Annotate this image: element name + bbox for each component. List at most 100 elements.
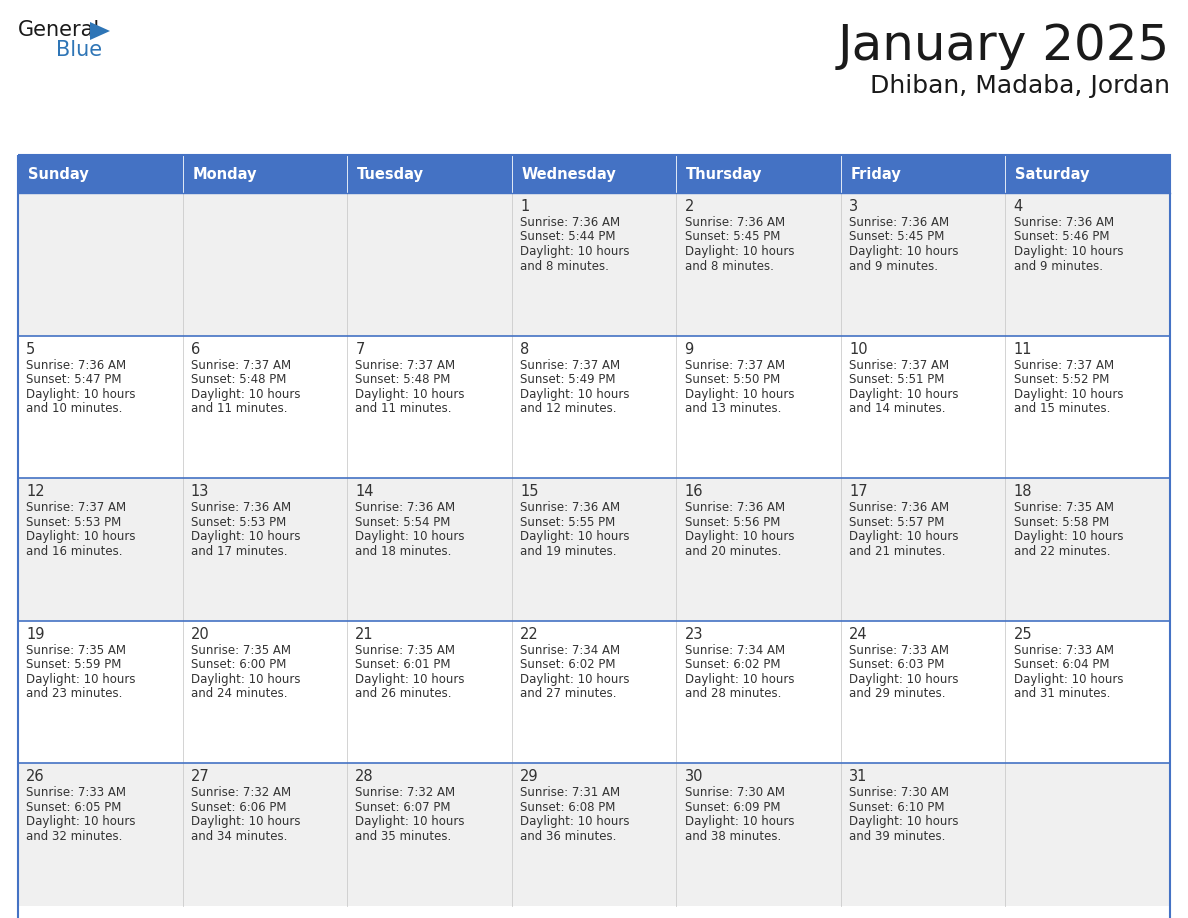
Bar <box>841 193 1005 336</box>
Text: Daylight: 10 hours: Daylight: 10 hours <box>520 673 630 686</box>
Text: and 27 minutes.: and 27 minutes. <box>520 688 617 700</box>
Text: Daylight: 10 hours: Daylight: 10 hours <box>684 673 794 686</box>
Bar <box>347 155 512 193</box>
Text: and 34 minutes.: and 34 minutes. <box>191 830 287 843</box>
Text: and 14 minutes.: and 14 minutes. <box>849 402 946 415</box>
Bar <box>676 621 841 764</box>
Text: Sunset: 5:46 PM: Sunset: 5:46 PM <box>1013 230 1110 243</box>
Text: Sunset: 6:08 PM: Sunset: 6:08 PM <box>520 800 615 814</box>
Text: Daylight: 10 hours: Daylight: 10 hours <box>26 531 135 543</box>
Text: 8: 8 <box>520 341 529 356</box>
Text: Sunrise: 7:35 AM: Sunrise: 7:35 AM <box>191 644 291 656</box>
Text: Sunset: 6:05 PM: Sunset: 6:05 PM <box>26 800 121 814</box>
Text: 25: 25 <box>1013 627 1032 642</box>
Text: Sunrise: 7:32 AM: Sunrise: 7:32 AM <box>191 787 291 800</box>
Text: Daylight: 10 hours: Daylight: 10 hours <box>684 815 794 828</box>
Text: Daylight: 10 hours: Daylight: 10 hours <box>26 387 135 400</box>
Text: Daylight: 10 hours: Daylight: 10 hours <box>520 245 630 258</box>
Text: and 36 minutes.: and 36 minutes. <box>520 830 617 843</box>
Text: Sunset: 6:01 PM: Sunset: 6:01 PM <box>355 658 451 671</box>
Text: and 17 minutes.: and 17 minutes. <box>191 544 287 558</box>
Text: Sunrise: 7:36 AM: Sunrise: 7:36 AM <box>1013 216 1114 229</box>
Text: Sunrise: 7:36 AM: Sunrise: 7:36 AM <box>684 216 784 229</box>
Text: and 8 minutes.: and 8 minutes. <box>684 260 773 273</box>
Bar <box>1005 155 1170 193</box>
Bar <box>183 764 347 906</box>
Bar <box>1005 478 1170 621</box>
Text: 3: 3 <box>849 199 858 214</box>
Text: Daylight: 10 hours: Daylight: 10 hours <box>849 531 959 543</box>
Text: and 22 minutes.: and 22 minutes. <box>1013 544 1110 558</box>
Text: Daylight: 10 hours: Daylight: 10 hours <box>520 815 630 828</box>
Text: 31: 31 <box>849 769 867 784</box>
Bar <box>183 478 347 621</box>
Text: Sunrise: 7:37 AM: Sunrise: 7:37 AM <box>191 359 291 372</box>
Text: 19: 19 <box>26 627 45 642</box>
Text: 29: 29 <box>520 769 538 784</box>
Text: 2: 2 <box>684 199 694 214</box>
Bar <box>18 478 183 621</box>
Text: 27: 27 <box>191 769 209 784</box>
Text: Daylight: 10 hours: Daylight: 10 hours <box>849 815 959 828</box>
Text: Daylight: 10 hours: Daylight: 10 hours <box>355 815 465 828</box>
Text: Daylight: 10 hours: Daylight: 10 hours <box>26 673 135 686</box>
Text: and 26 minutes.: and 26 minutes. <box>355 688 451 700</box>
Text: and 10 minutes.: and 10 minutes. <box>26 402 122 415</box>
Bar <box>512 155 676 193</box>
Bar <box>676 336 841 478</box>
Text: 6: 6 <box>191 341 200 356</box>
Text: Friday: Friday <box>851 166 902 182</box>
Bar <box>183 193 347 336</box>
Bar <box>183 155 347 193</box>
Text: 4: 4 <box>1013 199 1023 214</box>
Bar <box>18 621 183 764</box>
Text: Daylight: 10 hours: Daylight: 10 hours <box>1013 673 1123 686</box>
Text: Daylight: 10 hours: Daylight: 10 hours <box>849 245 959 258</box>
Text: Tuesday: Tuesday <box>358 166 424 182</box>
Bar <box>841 336 1005 478</box>
Bar <box>841 764 1005 906</box>
Text: Sunrise: 7:35 AM: Sunrise: 7:35 AM <box>26 644 126 656</box>
Text: Sunset: 5:45 PM: Sunset: 5:45 PM <box>684 230 779 243</box>
Text: 12: 12 <box>26 484 45 499</box>
Text: Sunrise: 7:34 AM: Sunrise: 7:34 AM <box>684 644 784 656</box>
Bar <box>676 193 841 336</box>
Text: and 29 minutes.: and 29 minutes. <box>849 688 946 700</box>
Text: 11: 11 <box>1013 341 1032 356</box>
Text: Sunset: 6:10 PM: Sunset: 6:10 PM <box>849 800 944 814</box>
Text: and 15 minutes.: and 15 minutes. <box>1013 402 1110 415</box>
Text: Sunrise: 7:30 AM: Sunrise: 7:30 AM <box>849 787 949 800</box>
Text: Sunrise: 7:37 AM: Sunrise: 7:37 AM <box>26 501 126 514</box>
Bar <box>841 478 1005 621</box>
Text: Daylight: 10 hours: Daylight: 10 hours <box>191 815 301 828</box>
Text: Wednesday: Wednesday <box>522 166 617 182</box>
Text: General: General <box>18 20 100 40</box>
Text: and 31 minutes.: and 31 minutes. <box>1013 688 1110 700</box>
Text: 5: 5 <box>26 341 36 356</box>
Bar <box>676 155 841 193</box>
Text: Sunrise: 7:36 AM: Sunrise: 7:36 AM <box>520 501 620 514</box>
Text: Daylight: 10 hours: Daylight: 10 hours <box>849 673 959 686</box>
Text: and 9 minutes.: and 9 minutes. <box>849 260 939 273</box>
Text: Sunset: 5:45 PM: Sunset: 5:45 PM <box>849 230 944 243</box>
Text: and 38 minutes.: and 38 minutes. <box>684 830 781 843</box>
Bar <box>18 764 183 906</box>
Bar <box>512 336 676 478</box>
Text: 7: 7 <box>355 341 365 356</box>
Text: Sunrise: 7:33 AM: Sunrise: 7:33 AM <box>1013 644 1113 656</box>
Bar <box>841 155 1005 193</box>
Text: and 21 minutes.: and 21 minutes. <box>849 544 946 558</box>
Text: and 39 minutes.: and 39 minutes. <box>849 830 946 843</box>
Text: Sunrise: 7:37 AM: Sunrise: 7:37 AM <box>849 359 949 372</box>
Text: and 24 minutes.: and 24 minutes. <box>191 688 287 700</box>
Bar <box>347 336 512 478</box>
Text: Sunrise: 7:36 AM: Sunrise: 7:36 AM <box>191 501 291 514</box>
Text: and 23 minutes.: and 23 minutes. <box>26 688 122 700</box>
Text: Daylight: 10 hours: Daylight: 10 hours <box>684 531 794 543</box>
Text: 16: 16 <box>684 484 703 499</box>
Text: Sunset: 5:57 PM: Sunset: 5:57 PM <box>849 516 944 529</box>
Text: Monday: Monday <box>192 166 257 182</box>
Text: Sunrise: 7:36 AM: Sunrise: 7:36 AM <box>684 501 784 514</box>
Text: and 19 minutes.: and 19 minutes. <box>520 544 617 558</box>
Text: and 11 minutes.: and 11 minutes. <box>191 402 287 415</box>
